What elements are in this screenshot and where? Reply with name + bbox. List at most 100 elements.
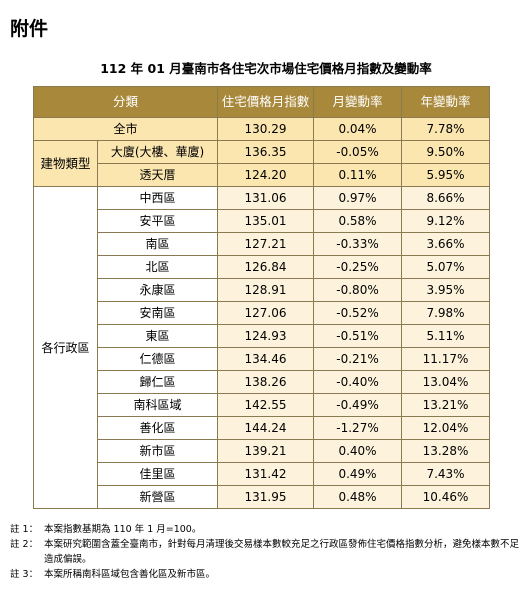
table-row: 新市區 139.21 0.40% 13.28% (34, 439, 491, 463)
page-heading: 附件 (10, 18, 49, 40)
mom-value: 0.40% (313, 439, 403, 463)
footnote-label: 註 3： (10, 569, 39, 580)
footnote-label: 註 2： (10, 539, 39, 550)
yoy-value: 12.04% (401, 416, 491, 440)
index-value: 142.55 (217, 393, 315, 417)
table-row: 南區 127.21 -0.33% 3.66% (34, 232, 491, 256)
table-row: 安南區 127.06 -0.52% 7.98% (34, 301, 491, 325)
table-row: 安平區 135.01 0.58% 9.12% (34, 209, 491, 233)
group-label-building-type: 建物類型 (33, 140, 98, 187)
yoy-value: 5.07% (401, 255, 491, 279)
mom-value: 0.11% (313, 163, 403, 187)
footnote: 註 2： 本案研究範圍含蓋全臺南市，針對每月清理後交易樣本數較充足之行政區發佈住宅… (10, 537, 525, 567)
mom-value: 0.49% (313, 462, 403, 486)
table-caption: 112 年 01 月臺南市各住宅次市場住宅價格月指數及變動率 (100, 61, 432, 76)
mom-value: 0.97% (313, 186, 403, 210)
yoy-value: 5.95% (401, 163, 491, 187)
yoy-value: 3.66% (401, 232, 491, 256)
table-row: 透天厝 124.20 0.11% 5.95% (34, 163, 491, 187)
mom-value: 0.58% (313, 209, 403, 233)
price-index-table: 分類 住宅價格月指數 月變動率 年變動率 全市 130.29 0.04% 7.7… (32, 86, 491, 509)
mom-value: -0.52% (313, 301, 403, 325)
table-row: 南科區域 142.55 -0.49% 13.21% (34, 393, 491, 417)
row-label: 安平區 (96, 209, 219, 233)
row-label: 中西區 (96, 186, 219, 210)
row-label: 南科區域 (96, 393, 219, 417)
footnote: 註 3： 本案所稱南科區域包含善化區及新市區。 (10, 567, 525, 582)
mom-value: -0.49% (313, 393, 403, 417)
row-label: 歸仁區 (96, 370, 219, 394)
mom-value: -0.21% (313, 347, 403, 371)
mom-value: -1.27% (313, 416, 403, 440)
row-label: 透天厝 (96, 163, 219, 187)
index-value: 127.06 (217, 301, 315, 325)
index-value: 131.42 (217, 462, 315, 486)
row-label: 北區 (96, 255, 219, 279)
yoy-value: 11.17% (401, 347, 491, 371)
table-row: 歸仁區 138.26 -0.40% 13.04% (34, 370, 491, 394)
footnote-text: 本案研究範圍含蓋全臺南市，針對每月清理後交易樣本數較充足之行政區發佈住宅價格指數… (44, 539, 520, 565)
row-label: 全市 (32, 117, 219, 141)
index-value: 131.06 (217, 186, 315, 210)
yoy-value: 13.28% (401, 439, 491, 463)
index-value: 135.01 (217, 209, 315, 233)
index-value: 136.35 (217, 140, 315, 164)
index-value: 134.46 (217, 347, 315, 371)
index-value: 124.20 (217, 163, 315, 187)
index-value: 144.24 (217, 416, 315, 440)
column-header-index: 住宅價格月指數 (217, 86, 315, 118)
row-label: 新營區 (96, 485, 219, 509)
mom-value: -0.51% (313, 324, 403, 348)
footnote: 註 1： 本案指數基期為 110 年 1 月=100。 (10, 522, 525, 537)
mom-value: 0.04% (313, 117, 403, 141)
table-row: 永康區 128.91 -0.80% 3.95% (34, 278, 491, 302)
table-row: 善化區 144.24 -1.27% 12.04% (34, 416, 491, 440)
mom-value: -0.80% (313, 278, 403, 302)
row-label: 安南區 (96, 301, 219, 325)
yoy-value: 10.46% (401, 485, 491, 509)
column-header-yoy: 年變動率 (401, 86, 491, 118)
yoy-value: 9.50% (401, 140, 491, 164)
index-value: 126.84 (217, 255, 315, 279)
yoy-value: 5.11% (401, 324, 491, 348)
row-label: 南區 (96, 232, 219, 256)
index-value: 128.91 (217, 278, 315, 302)
yoy-value: 9.12% (401, 209, 491, 233)
row-label: 佳里區 (96, 462, 219, 486)
yoy-value: 13.04% (401, 370, 491, 394)
table-row: 東區 124.93 -0.51% 5.11% (34, 324, 491, 348)
table-row: 仁德區 134.46 -0.21% 11.17% (34, 347, 491, 371)
mom-value: 0.48% (313, 485, 403, 509)
footnotes: 註 1： 本案指數基期為 110 年 1 月=100。註 2： 本案研究範圍含蓋全臺… (10, 522, 525, 582)
mom-value: -0.25% (313, 255, 403, 279)
row-label: 仁德區 (96, 347, 219, 371)
group-label-districts: 各行政區 (33, 186, 98, 509)
column-header-category: 分類 (32, 86, 219, 118)
table-row: 建物類型 大廈(大樓、華廈) 136.35 -0.05% 9.50% (33, 140, 491, 187)
row-label: 永康區 (96, 278, 219, 302)
yoy-value: 7.98% (401, 301, 491, 325)
index-value: 131.95 (217, 485, 315, 509)
yoy-value: 13.21% (401, 393, 491, 417)
table-header-row: 分類 住宅價格月指數 月變動率 年變動率 (32, 86, 491, 118)
table-row: 新營區 131.95 0.48% 10.46% (34, 485, 491, 509)
index-value: 124.93 (217, 324, 315, 348)
row-label: 新市區 (96, 439, 219, 463)
footnote-label: 註 1： (10, 524, 39, 535)
mom-value: -0.05% (313, 140, 403, 164)
column-header-mom: 月變動率 (313, 86, 403, 118)
index-value: 138.26 (217, 370, 315, 394)
yoy-value: 7.78% (401, 117, 491, 141)
footnote-text: 本案指數基期為 110 年 1 月=100。 (44, 524, 202, 535)
yoy-value: 7.43% (401, 462, 491, 486)
footnote-text: 本案所稱南科區域包含善化區及新市區。 (44, 569, 216, 580)
index-value: 139.21 (217, 439, 315, 463)
table-row-all-city: 全市 130.29 0.04% 7.78% (32, 117, 491, 141)
index-value: 130.29 (217, 117, 315, 141)
mom-value: -0.40% (313, 370, 403, 394)
index-value: 127.21 (217, 232, 315, 256)
yoy-value: 3.95% (401, 278, 491, 302)
table-row: 各行政區 中西區 131.06 0.97% 8.66% (33, 186, 491, 509)
table-row: 北區 126.84 -0.25% 5.07% (34, 255, 491, 279)
yoy-value: 8.66% (401, 186, 491, 210)
